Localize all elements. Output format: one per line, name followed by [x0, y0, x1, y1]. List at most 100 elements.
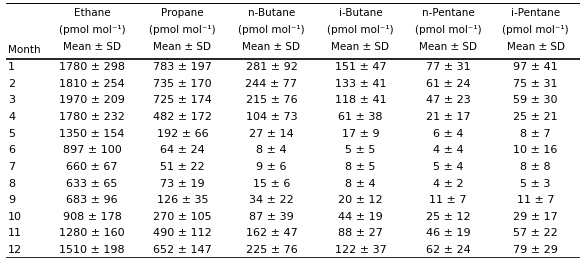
- Text: 6 ± 4: 6 ± 4: [433, 129, 464, 139]
- Text: Mean ± SD: Mean ± SD: [154, 41, 212, 51]
- Text: 1780 ± 298: 1780 ± 298: [59, 62, 125, 72]
- Text: 122 ± 37: 122 ± 37: [335, 245, 386, 255]
- Text: 151 ± 47: 151 ± 47: [335, 62, 386, 72]
- Text: 5 ± 4: 5 ± 4: [433, 162, 464, 172]
- Text: 87 ± 39: 87 ± 39: [249, 212, 294, 222]
- Text: 9 ± 6: 9 ± 6: [256, 162, 287, 172]
- Text: 281 ± 92: 281 ± 92: [246, 62, 298, 72]
- Text: 683 ± 96: 683 ± 96: [66, 195, 118, 205]
- Text: (pmol mol⁻¹): (pmol mol⁻¹): [59, 25, 125, 35]
- Text: 12: 12: [8, 245, 22, 255]
- Text: 1280 ± 160: 1280 ± 160: [59, 228, 125, 239]
- Text: 270 ± 105: 270 ± 105: [153, 212, 212, 222]
- Text: 1970 ± 209: 1970 ± 209: [59, 96, 125, 105]
- Text: 6: 6: [8, 145, 15, 155]
- Text: 1350 ± 154: 1350 ± 154: [59, 129, 125, 139]
- Text: 7: 7: [8, 162, 15, 172]
- Text: 8 ± 5: 8 ± 5: [345, 162, 376, 172]
- Text: (pmol mol⁻¹): (pmol mol⁻¹): [238, 25, 305, 35]
- Text: 10 ± 16: 10 ± 16: [513, 145, 558, 155]
- Text: 4 ± 2: 4 ± 2: [432, 179, 464, 189]
- Text: (pmol mol⁻¹): (pmol mol⁻¹): [415, 25, 481, 35]
- Text: 1: 1: [8, 62, 15, 72]
- Text: 1510 ± 198: 1510 ± 198: [59, 245, 125, 255]
- Text: 20 ± 12: 20 ± 12: [338, 195, 383, 205]
- Text: 9: 9: [8, 195, 15, 205]
- Text: 735 ± 170: 735 ± 170: [153, 79, 212, 89]
- Text: 47 ± 23: 47 ± 23: [425, 96, 471, 105]
- Text: 2: 2: [8, 79, 15, 89]
- Text: 73 ± 19: 73 ± 19: [160, 179, 205, 189]
- Text: 5 ± 5: 5 ± 5: [345, 145, 376, 155]
- Text: 162 ± 47: 162 ± 47: [246, 228, 297, 239]
- Text: 34 ± 22: 34 ± 22: [249, 195, 294, 205]
- Text: 3: 3: [8, 96, 15, 105]
- Text: 8 ± 4: 8 ± 4: [256, 145, 287, 155]
- Text: 11 ± 7: 11 ± 7: [430, 195, 467, 205]
- Text: 133 ± 41: 133 ± 41: [335, 79, 386, 89]
- Text: 225 ± 76: 225 ± 76: [246, 245, 297, 255]
- Text: 25 ± 12: 25 ± 12: [426, 212, 471, 222]
- Text: 44 ± 19: 44 ± 19: [338, 212, 383, 222]
- Text: Mean ± SD: Mean ± SD: [243, 41, 301, 51]
- Text: 88 ± 27: 88 ± 27: [338, 228, 383, 239]
- Text: 25 ± 21: 25 ± 21: [513, 112, 558, 122]
- Text: 11: 11: [8, 228, 22, 239]
- Text: 17 ± 9: 17 ± 9: [342, 129, 379, 139]
- Text: 8 ± 8: 8 ± 8: [520, 162, 551, 172]
- Text: 29 ± 17: 29 ± 17: [513, 212, 558, 222]
- Text: 27 ± 14: 27 ± 14: [249, 129, 294, 139]
- Text: 62 ± 24: 62 ± 24: [425, 245, 471, 255]
- Text: i-Butane: i-Butane: [339, 8, 382, 18]
- Text: 652 ± 147: 652 ± 147: [153, 245, 212, 255]
- Text: 633 ± 65: 633 ± 65: [66, 179, 118, 189]
- Text: 118 ± 41: 118 ± 41: [335, 96, 386, 105]
- Text: 4 ± 4: 4 ± 4: [432, 145, 464, 155]
- Text: 51 ± 22: 51 ± 22: [160, 162, 205, 172]
- Text: Mean ± SD: Mean ± SD: [332, 41, 390, 51]
- Text: (pmol mol⁻¹): (pmol mol⁻¹): [502, 25, 569, 35]
- Text: 660 ± 67: 660 ± 67: [66, 162, 118, 172]
- Text: Month: Month: [8, 45, 41, 55]
- Text: 57 ± 22: 57 ± 22: [513, 228, 558, 239]
- Text: 61 ± 24: 61 ± 24: [426, 79, 471, 89]
- Text: 10: 10: [8, 212, 22, 222]
- Text: Ethane: Ethane: [74, 8, 110, 18]
- Text: 192 ± 66: 192 ± 66: [156, 129, 208, 139]
- Text: 75 ± 31: 75 ± 31: [513, 79, 558, 89]
- Text: 8: 8: [8, 179, 15, 189]
- Text: 5: 5: [8, 129, 15, 139]
- Text: 46 ± 19: 46 ± 19: [426, 228, 471, 239]
- Text: 11 ± 7: 11 ± 7: [517, 195, 554, 205]
- Text: 64 ± 24: 64 ± 24: [160, 145, 205, 155]
- Text: (pmol mol⁻¹): (pmol mol⁻¹): [149, 25, 216, 35]
- Text: 215 ± 76: 215 ± 76: [246, 96, 297, 105]
- Text: Mean ± SD: Mean ± SD: [507, 41, 565, 51]
- Text: 59 ± 30: 59 ± 30: [513, 96, 558, 105]
- Text: 4: 4: [8, 112, 15, 122]
- Text: n-Butane: n-Butane: [248, 8, 295, 18]
- Text: 490 ± 112: 490 ± 112: [153, 228, 212, 239]
- Text: 79 ± 29: 79 ± 29: [513, 245, 558, 255]
- Text: 1780 ± 232: 1780 ± 232: [59, 112, 125, 122]
- Text: 104 ± 73: 104 ± 73: [246, 112, 297, 122]
- Text: 908 ± 178: 908 ± 178: [63, 212, 121, 222]
- Text: 725 ± 174: 725 ± 174: [153, 96, 212, 105]
- Text: (pmol mol⁻¹): (pmol mol⁻¹): [327, 25, 394, 35]
- Text: 21 ± 17: 21 ± 17: [426, 112, 471, 122]
- Text: 126 ± 35: 126 ± 35: [156, 195, 208, 205]
- Text: 77 ± 31: 77 ± 31: [426, 62, 471, 72]
- Text: 897 ± 100: 897 ± 100: [63, 145, 121, 155]
- Text: 783 ± 197: 783 ± 197: [153, 62, 212, 72]
- Text: i-Pentane: i-Pentane: [511, 8, 560, 18]
- Text: Mean ± SD: Mean ± SD: [419, 41, 477, 51]
- Text: 1810 ± 254: 1810 ± 254: [59, 79, 125, 89]
- Text: 15 ± 6: 15 ± 6: [253, 179, 290, 189]
- Text: n-Pentane: n-Pentane: [422, 8, 475, 18]
- Text: 5 ± 3: 5 ± 3: [520, 179, 551, 189]
- Text: Mean ± SD: Mean ± SD: [63, 41, 121, 51]
- Text: Propane: Propane: [161, 8, 204, 18]
- Text: 97 ± 41: 97 ± 41: [513, 62, 558, 72]
- Text: 8 ± 4: 8 ± 4: [345, 179, 376, 189]
- Text: 482 ± 172: 482 ± 172: [153, 112, 212, 122]
